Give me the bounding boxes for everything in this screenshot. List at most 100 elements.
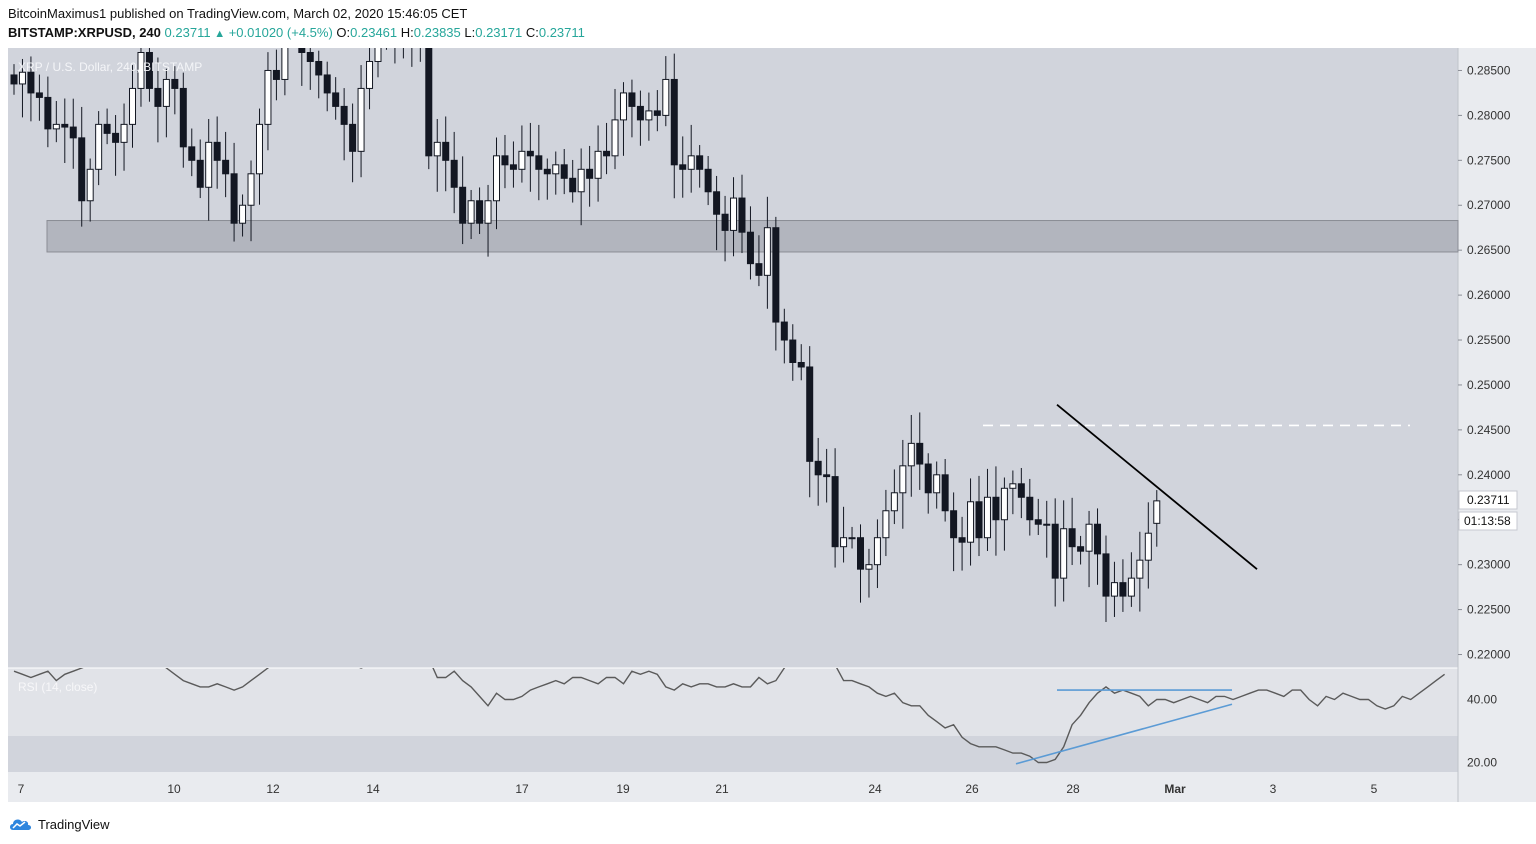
candle-up-body [907, 442, 915, 467]
price-axis[interactable] [1458, 48, 1536, 802]
candle-up-body [433, 141, 441, 157]
candle [323, 61, 331, 112]
candle-down-body [1026, 496, 1034, 521]
candle [975, 475, 983, 557]
candle [230, 142, 238, 242]
candle [467, 189, 475, 240]
candle-up-body [86, 168, 94, 202]
countdown-text: 01:13:58 [1464, 514, 1511, 528]
candle [349, 103, 357, 183]
time-tick-label: 24 [868, 782, 882, 796]
candle [831, 448, 839, 568]
candle [1051, 498, 1059, 607]
candle [402, 48, 404, 59]
candle-down-body [653, 110, 661, 116]
candle-down-body [941, 474, 949, 512]
candle-up-body [264, 69, 272, 125]
candle-up-body [1000, 487, 1008, 521]
candle [306, 48, 314, 90]
candle-up-body [95, 123, 103, 170]
price-tick-label: 0.27000 [1467, 198, 1511, 212]
candle [1060, 500, 1068, 602]
candle [840, 506, 848, 563]
candle [213, 116, 221, 189]
candle-down-body [27, 71, 35, 94]
candle-down-body [535, 155, 543, 170]
time-tick-label: Mar [1164, 782, 1186, 796]
footer-brand: TradingView [38, 816, 110, 832]
overlay-title: XRP / U.S. Dollar, 240, BITSTAMP [18, 60, 202, 74]
last-price-tag: 0.23711 [1458, 490, 1518, 510]
candle-down-body [924, 463, 932, 494]
candle-down-body [501, 155, 509, 166]
descending-trend-line [1056, 404, 1258, 570]
candle-up-body [1110, 582, 1118, 597]
candle-down-body [814, 460, 822, 476]
last-price-box [1458, 490, 1518, 510]
candle-up-body [383, 26, 389, 39]
candle [797, 344, 805, 381]
candle-down-body [543, 168, 551, 175]
time-axis[interactable] [8, 772, 1458, 802]
price-ticks: 0.28500 0.28000 0.27500 0.27000 0.26500 0.260… [1458, 63, 1511, 662]
price-tick-label: 0.25500 [1467, 333, 1511, 347]
candle [687, 124, 695, 193]
candle-down-body [713, 191, 721, 215]
candle [645, 92, 653, 141]
candle-up-body [281, 48, 289, 80]
low-label: L: [464, 25, 476, 40]
candle [120, 103, 128, 171]
candle [433, 118, 441, 192]
candle [1077, 535, 1085, 565]
time-tick-label: 3 [1270, 782, 1277, 796]
candle [992, 466, 1000, 556]
candle [1144, 502, 1152, 589]
time-tick-label: 7 [18, 782, 25, 796]
price-tick-label: 0.24500 [1467, 423, 1511, 437]
candle-down-body [772, 227, 780, 323]
open-value: 0.23461 [350, 25, 398, 40]
candle-down-body [188, 146, 196, 161]
candle-down-body [746, 231, 754, 265]
candle-down-body [958, 537, 966, 543]
candle-down-body [1094, 523, 1102, 555]
candle-up-body [882, 510, 890, 539]
candle [704, 156, 712, 206]
candle-up-body [577, 168, 585, 193]
candle [1043, 500, 1051, 558]
candle-up-body [129, 87, 137, 125]
candle [222, 131, 230, 198]
rsi-tick-label: 20.00 [1467, 756, 1497, 770]
candle [577, 148, 585, 226]
candle [61, 98, 69, 164]
candle [763, 196, 771, 309]
drawings [983, 404, 1410, 570]
candle [586, 145, 594, 207]
candle [611, 88, 619, 170]
candle [730, 177, 738, 257]
time-tick-label: 17 [515, 782, 529, 796]
candle-down-body [696, 155, 704, 170]
candle-up-body [890, 492, 898, 512]
price-tick-label: 0.22500 [1467, 603, 1511, 617]
candle-down-body [179, 87, 187, 148]
candle [383, 26, 389, 50]
candle-up-body [730, 197, 738, 231]
price-tick-label: 0.22000 [1467, 648, 1511, 662]
candle [171, 66, 179, 115]
candle [484, 184, 492, 257]
candle-down-body [603, 150, 611, 157]
publisher-text: BitcoinMaximus1 published on TradingView… [8, 6, 468, 21]
candle-down-body [340, 105, 348, 125]
candle [543, 158, 551, 200]
candle [823, 448, 831, 503]
candle-up-body [873, 537, 881, 566]
candle [594, 125, 602, 202]
candle-down-body [154, 87, 162, 107]
candle [1026, 478, 1034, 536]
candle [950, 492, 958, 572]
candle [247, 160, 255, 242]
price-pane[interactable] [8, 48, 1458, 668]
candle-down-body [35, 92, 43, 98]
